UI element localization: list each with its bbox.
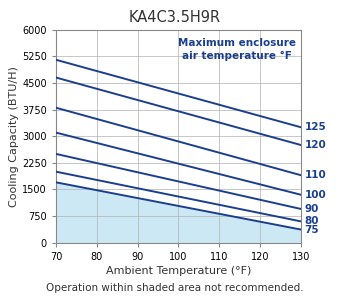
Text: Maximum enclosure
air temperature °F: Maximum enclosure air temperature °F bbox=[178, 38, 296, 62]
Text: KA4C3.5H9R: KA4C3.5H9R bbox=[129, 10, 221, 25]
X-axis label: Ambient Temperature (°F): Ambient Temperature (°F) bbox=[106, 266, 251, 276]
Text: 75: 75 bbox=[304, 225, 319, 234]
Text: 110: 110 bbox=[304, 170, 326, 180]
Text: Operation within shaded area not recommended.: Operation within shaded area not recomme… bbox=[46, 283, 304, 293]
Text: 80: 80 bbox=[304, 216, 319, 226]
Y-axis label: Cooling Capacity (BTU/H): Cooling Capacity (BTU/H) bbox=[9, 66, 19, 207]
Text: 120: 120 bbox=[304, 140, 326, 150]
Text: 90: 90 bbox=[304, 204, 319, 214]
Text: 100: 100 bbox=[304, 190, 326, 200]
Text: 125: 125 bbox=[304, 122, 326, 132]
